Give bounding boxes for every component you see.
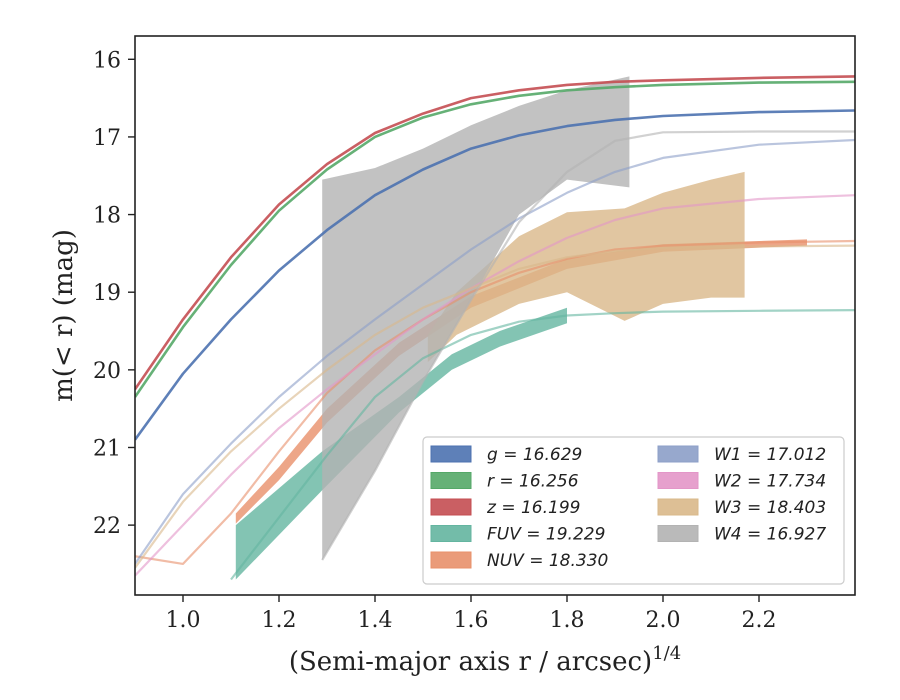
y-tick-label: 18	[93, 204, 121, 229]
legend-label: W3 = 18.403	[714, 498, 826, 518]
x-axis-label: (Semi-major axis r / arcsec)1/4	[289, 643, 681, 677]
legend-label: g = 16.629	[487, 445, 582, 465]
legend-swatch	[430, 498, 472, 516]
legend-item-z: z = 16.199	[430, 498, 580, 518]
curve-fuv	[230, 309, 855, 581]
legend-box	[422, 436, 845, 585]
x-tick-label: 1.4	[358, 608, 393, 633]
legend-swatch	[430, 551, 472, 569]
legend-label: FUV = 19.229	[487, 525, 605, 545]
curve-w1	[135, 138, 855, 565]
legend-swatch	[657, 445, 699, 463]
curve-g	[135, 109, 855, 441]
legend-label: NUV = 18.330	[487, 551, 608, 571]
x-tick-label: 2.2	[742, 608, 777, 633]
legend-item-w3: W3 = 18.403	[657, 498, 826, 518]
x-axis-label-main: (Semi-major axis r / arcsec)	[289, 647, 652, 677]
legend-label: W4 = 16.927	[714, 525, 826, 545]
x-tick-label: 1.0	[166, 608, 201, 633]
curve-w4	[321, 130, 855, 561]
x-tick-label: 1.8	[550, 608, 585, 633]
x-axis-ticks: 1.0 1.2 1.4 1.6 1.8 2.0 2.2	[166, 595, 777, 633]
y-tick-label: 20	[93, 359, 121, 384]
legend: g = 16.629 r = 16.256 z = 16.199 FUV = 19.2…	[422, 436, 845, 585]
legend-swatch	[657, 472, 699, 489]
x-tick-label: 1.6	[454, 608, 489, 633]
legend-swatch	[657, 525, 699, 542]
legend-item-g: g = 16.629	[430, 445, 582, 465]
legend-item-w2: W2 = 17.734	[657, 472, 826, 492]
profile-curves	[135, 75, 855, 581]
curve-w2	[135, 194, 855, 577]
legend-item-r: r = 16.256	[430, 472, 579, 492]
legend-swatch	[430, 525, 472, 542]
legend-swatch	[430, 445, 472, 463]
legend-swatch	[657, 498, 699, 516]
legend-item-fuv: FUV = 19.229	[430, 525, 605, 545]
plot-frame	[134, 35, 856, 596]
y-tick-label: 22	[93, 514, 121, 539]
y-tick-label: 21	[93, 436, 121, 461]
x-tick-label: 2.0	[646, 608, 681, 633]
curve-r	[135, 80, 855, 398]
y-axis-ticks: 16 17 18 19 20 21 22	[93, 48, 135, 539]
legend-label: W2 = 17.734	[714, 472, 826, 492]
y-tick-label: 19	[93, 281, 121, 306]
confidence-bands	[235, 76, 808, 580]
legend-item-w4: W4 = 16.927	[657, 525, 826, 545]
legend-label: r = 16.256	[487, 472, 579, 492]
legend-swatch	[430, 472, 472, 489]
legend-item-nuv: NUV = 18.330	[430, 551, 608, 571]
legend-label: z = 16.199	[486, 498, 580, 518]
y-tick-label: 17	[93, 126, 121, 151]
curve-nuv	[135, 239, 855, 565]
y-axis-label: m(< r) (mag)	[49, 229, 79, 402]
legend-item-w1: W1 = 17.012	[657, 445, 826, 465]
x-axis-label-superscript: 1/4	[652, 643, 681, 664]
band-w4	[322, 76, 630, 561]
plot-area	[135, 75, 855, 581]
x-tick-label: 1.2	[262, 608, 297, 633]
y-tick-label: 16	[93, 48, 121, 73]
curve-w3	[135, 244, 855, 569]
band-w3	[427, 171, 745, 363]
curve-z	[135, 75, 855, 391]
legend-label: W1 = 17.012	[714, 445, 826, 465]
